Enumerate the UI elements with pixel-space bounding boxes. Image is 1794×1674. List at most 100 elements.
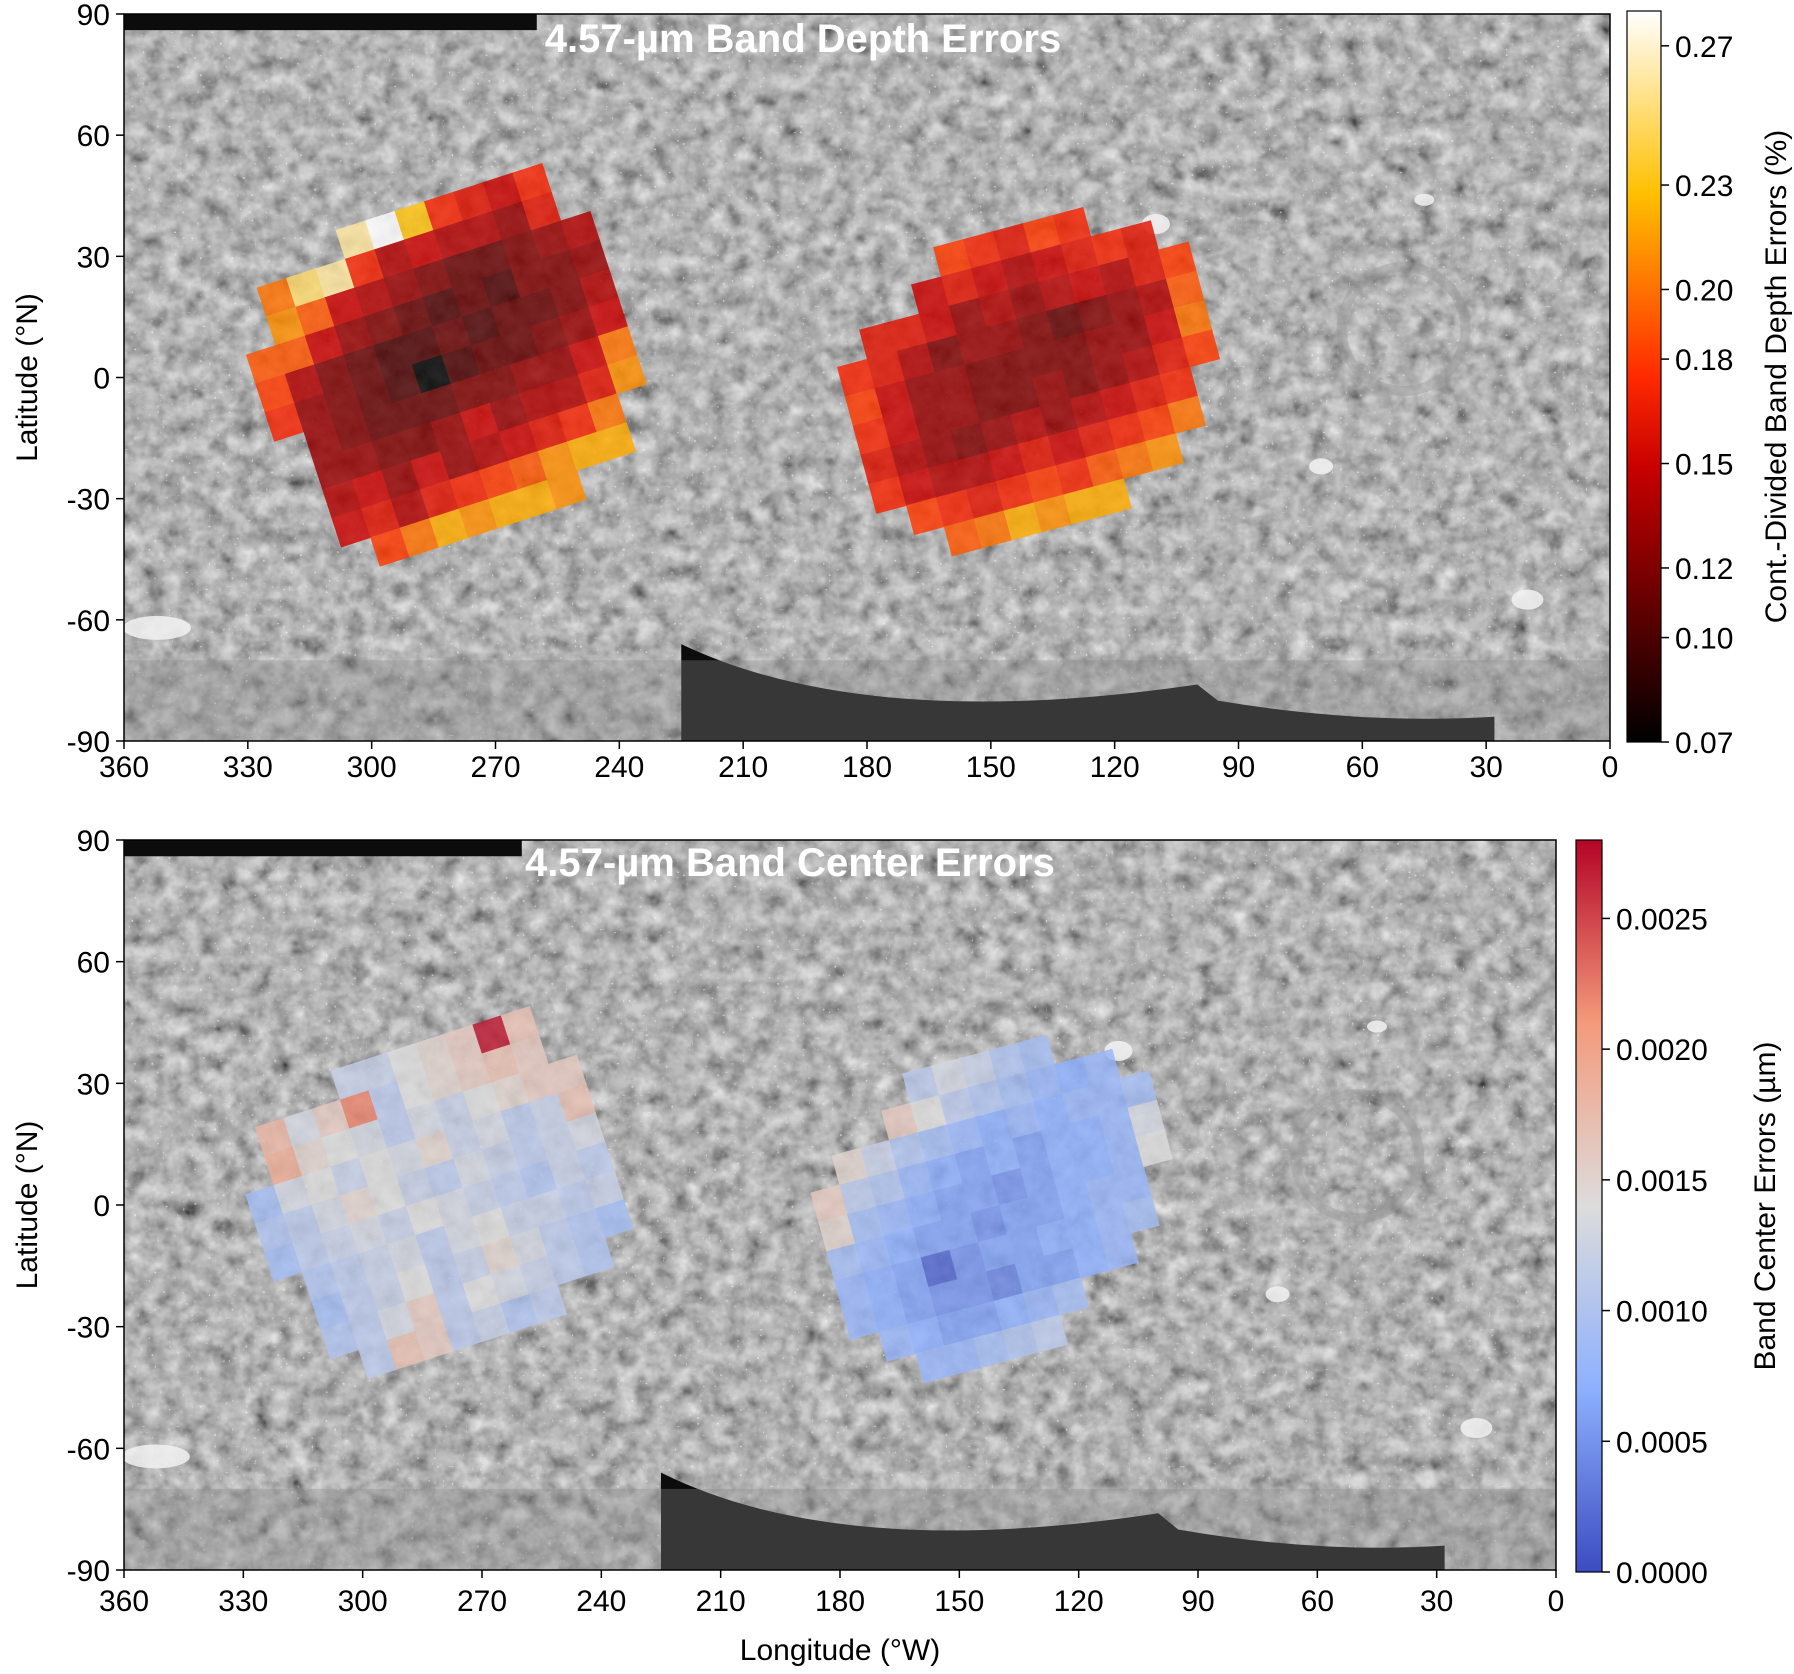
tile [579, 268, 619, 308]
tile [264, 1146, 303, 1186]
tile [256, 277, 297, 317]
tile [866, 350, 906, 389]
tile [469, 431, 509, 471]
tile [1120, 220, 1159, 259]
tile [538, 1217, 577, 1257]
tile [323, 383, 364, 423]
tile [607, 355, 647, 395]
x-tick-label: 270 [457, 1585, 507, 1618]
tile [458, 498, 499, 539]
tile [343, 345, 384, 385]
tile [936, 489, 975, 528]
tile [1051, 1277, 1089, 1316]
tile [472, 1207, 511, 1247]
tile [904, 1190, 943, 1229]
tile [371, 431, 412, 471]
tile [324, 287, 365, 327]
tile [1039, 398, 1079, 437]
tile [1127, 1099, 1165, 1138]
tile [275, 335, 315, 375]
tile [567, 431, 607, 471]
colorbar-tick-label: 0.07 [1675, 727, 1733, 760]
tile [528, 1284, 568, 1324]
tile [909, 1095, 948, 1133]
tile [577, 364, 618, 404]
tile [1062, 361, 1101, 400]
x-tick-label: 210 [718, 751, 768, 784]
tile [991, 1167, 1029, 1206]
tile [387, 1138, 426, 1178]
tile [883, 1228, 922, 1266]
bright-feature [121, 1444, 190, 1469]
tile [1017, 1034, 1055, 1073]
tile [1025, 465, 1065, 504]
tile [1060, 236, 1100, 275]
tile [498, 422, 539, 462]
y-tick-label: -90 [67, 1555, 110, 1588]
tile [940, 268, 980, 307]
tile [847, 1206, 885, 1245]
x-tick-label: 0 [1602, 751, 1619, 784]
tile [255, 373, 295, 413]
tile [358, 1340, 397, 1379]
x-tick-label: 120 [1090, 751, 1140, 784]
tile [1054, 1056, 1092, 1095]
tile [425, 1062, 464, 1102]
tile [899, 1286, 938, 1325]
tile [519, 1255, 558, 1295]
tile [377, 1301, 416, 1341]
tile [1002, 377, 1041, 416]
x-tick-label: 120 [1054, 1585, 1104, 1618]
tile [576, 1141, 615, 1181]
tile [423, 191, 464, 231]
tile [1091, 353, 1131, 392]
tile [868, 1169, 906, 1208]
tile [1017, 435, 1057, 474]
tile [1072, 1240, 1110, 1279]
tile [1090, 1078, 1129, 1116]
tile [528, 412, 568, 452]
tile [490, 297, 531, 337]
tile [810, 1184, 848, 1223]
tile [1165, 270, 1205, 309]
tile [965, 481, 1005, 520]
tile [453, 182, 493, 222]
colorbar-tick-label: 0.0000 [1616, 1557, 1708, 1590]
tile [1069, 390, 1109, 429]
colorbar-label: Cont.-Divided Band Depth Errors (%) [1760, 130, 1793, 624]
tile [547, 1150, 587, 1190]
tile [377, 1109, 417, 1149]
tile [396, 1263, 435, 1303]
tile [1151, 337, 1191, 376]
tile [1121, 345, 1161, 384]
colorbar [1626, 10, 1662, 743]
tile [430, 412, 471, 452]
tile [311, 1195, 350, 1235]
tile [941, 1212, 979, 1251]
colorbar [1575, 839, 1603, 1573]
tile [841, 1302, 880, 1341]
y-axis-label: Latitude (°N) [11, 1121, 44, 1290]
y-tick-label: -30 [67, 1312, 110, 1345]
tile [1001, 1322, 1040, 1361]
tile [912, 1220, 951, 1259]
polar-smear-south [124, 1488, 1556, 1570]
tile [992, 223, 1032, 262]
tile [902, 1065, 940, 1104]
tile [993, 1292, 1032, 1331]
y-tick-label: -60 [67, 1433, 110, 1466]
tile [1012, 1130, 1050, 1169]
tile [1024, 340, 1063, 379]
polar-smear-south [124, 660, 1610, 741]
colorbar-tick-label: 0.15 [1675, 449, 1733, 482]
tile [936, 1308, 974, 1347]
x-tick-label: 150 [966, 751, 1016, 784]
tile [956, 326, 996, 365]
colorbar-tick-label: 0.0015 [1616, 1165, 1708, 1198]
tile [424, 1254, 464, 1294]
colorbar-tick-label: 0.0010 [1616, 1296, 1708, 1329]
tile [520, 287, 560, 327]
tile [433, 220, 473, 260]
tile [988, 1042, 1026, 1081]
colorbar-tick-label: 0.18 [1675, 344, 1733, 377]
